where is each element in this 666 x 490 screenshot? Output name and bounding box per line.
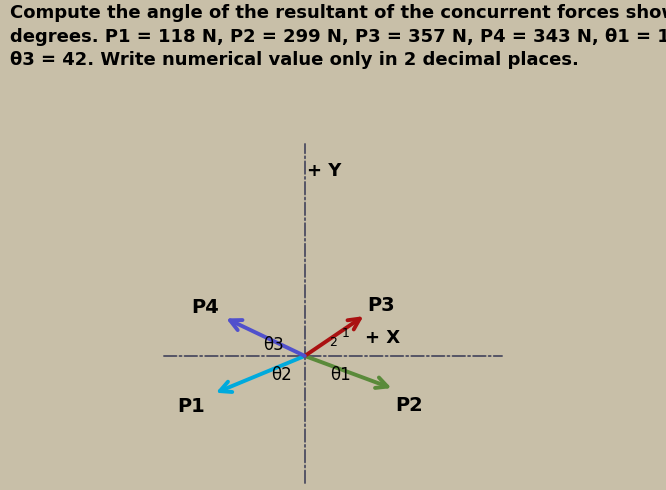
Text: + Y: + Y bbox=[306, 162, 341, 180]
Text: θ2: θ2 bbox=[272, 367, 292, 384]
Text: Compute the angle of the resultant of the concurrent forces shown from the x-axi: Compute the angle of the resultant of th… bbox=[10, 4, 666, 69]
Text: P3: P3 bbox=[367, 296, 395, 315]
Text: P2: P2 bbox=[395, 396, 423, 415]
Text: 1: 1 bbox=[342, 326, 349, 340]
Text: θ1: θ1 bbox=[330, 367, 350, 384]
Text: + X: + X bbox=[365, 329, 400, 347]
Text: P4: P4 bbox=[191, 298, 219, 318]
Text: θ3: θ3 bbox=[262, 336, 284, 354]
Text: P1: P1 bbox=[177, 397, 205, 416]
Text: 2: 2 bbox=[329, 336, 337, 349]
